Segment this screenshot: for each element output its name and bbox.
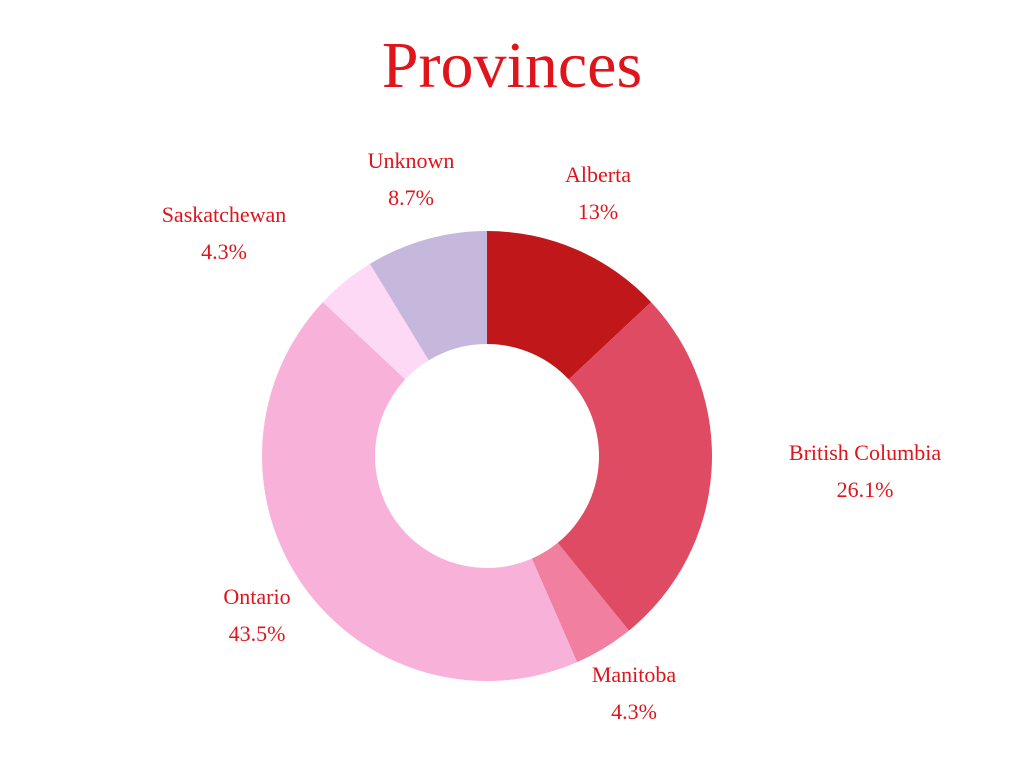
donut-slice [487, 231, 652, 380]
slice-value-label: 8.7% [388, 185, 434, 210]
donut-slice [557, 302, 712, 631]
slice-label: Unknown [368, 148, 455, 173]
slice-value-label: 4.3% [611, 699, 657, 724]
slice-label: British Columbia [789, 440, 941, 465]
chart-title: Provinces [382, 29, 642, 102]
slice-value-label: 4.3% [201, 239, 247, 264]
slice-value-label: 43.5% [229, 621, 286, 646]
donut-slice [369, 231, 487, 361]
donut-slice [322, 263, 429, 380]
slice-label: Ontario [223, 584, 290, 609]
slice-label: Manitoba [592, 662, 677, 687]
slice-value-label: 13% [578, 199, 618, 224]
slice-label: Alberta [565, 162, 631, 187]
slice-label: Saskatchewan [162, 202, 287, 227]
donut-slice [262, 302, 578, 681]
slice-value-label: 26.1% [837, 477, 894, 502]
donut-slice [531, 542, 629, 663]
